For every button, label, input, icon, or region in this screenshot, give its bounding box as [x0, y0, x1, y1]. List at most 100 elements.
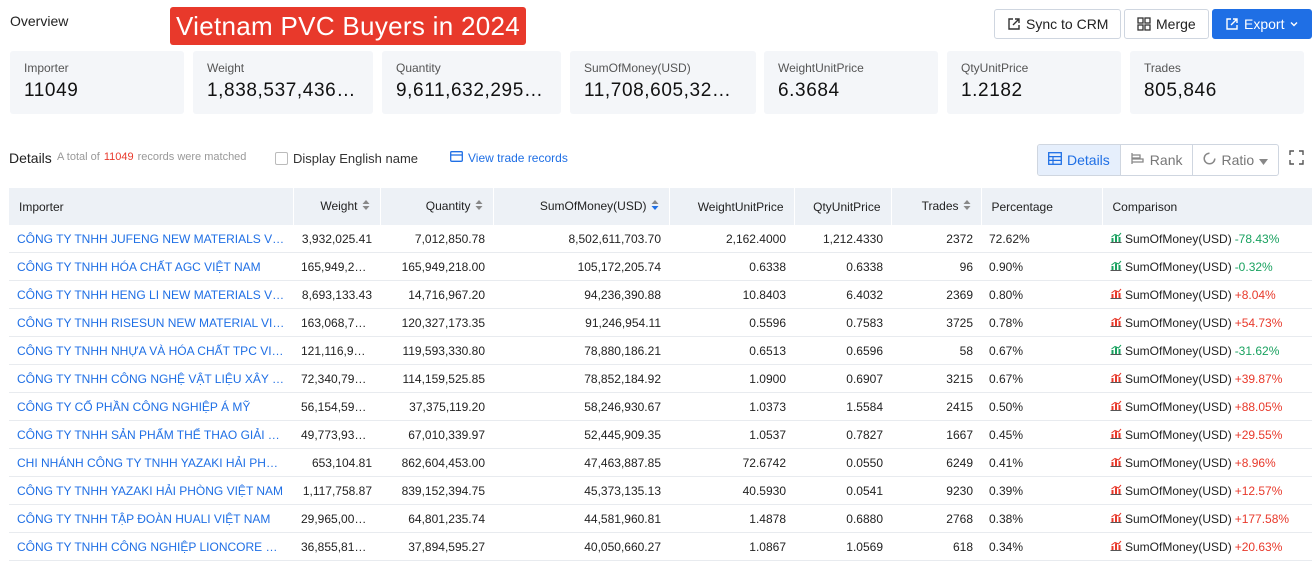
weight-cell: 1,117,758.87 — [293, 476, 380, 505]
table-row: CÔNG TY TNHH JUFENG NEW MATERIALS VIỆT N… — [9, 225, 1312, 253]
importer-cell[interactable]: CÔNG TY TNHH SẢN PHẨM THỂ THAO GIẢI TRÍ … — [9, 420, 293, 449]
comparison-cell: SumOfMoney(USD) -0.32% — [1102, 252, 1312, 281]
percentage-cell: 0.34% — [981, 532, 1102, 561]
trades-cell: 618 — [891, 532, 981, 561]
bar-chart-icon — [1110, 372, 1122, 386]
importer-cell[interactable]: CÔNG TY TNHH JUFENG NEW MATERIALS VIỆT N… — [9, 225, 293, 253]
comparison-cell: SumOfMoney(USD) -31.62% — [1102, 336, 1312, 365]
sum-of-money-cell: 40,050,660.27 — [493, 532, 669, 561]
col-header-trades[interactable]: Trades — [891, 188, 982, 225]
display-english-checkbox[interactable]: Display English name — [275, 151, 418, 166]
table-header-row: Importer Weight Quantity SumOfMoney(USD)… — [9, 188, 1313, 225]
comparison-change: +8.04% — [1234, 287, 1276, 302]
importer-cell[interactable]: CÔNG TY TNHH CÔNG NGHỆ VẬT LIỆU XÂY DỰNG… — [9, 364, 293, 393]
qty-unit-price-cell: 1.0569 — [794, 532, 891, 561]
percentage-cell: 0.80% — [981, 280, 1102, 309]
tab-ratio[interactable]: Ratio — [1192, 145, 1278, 175]
col-header-qty-unit-price[interactable]: QtyUnitPrice — [794, 188, 892, 225]
rank-icon — [1131, 152, 1145, 168]
export-button[interactable]: Export — [1212, 9, 1313, 39]
bar-chart-icon — [1110, 512, 1122, 526]
qty-unit-price-cell: 6.4032 — [794, 280, 891, 309]
fullscreen-icon[interactable] — [1289, 150, 1304, 170]
bar-chart-icon — [1110, 232, 1122, 246]
merge-button[interactable]: Merge — [1124, 9, 1209, 39]
comparison-cell: SumOfMoney(USD) +39.87% — [1102, 364, 1312, 393]
col-header-importer[interactable]: Importer — [9, 188, 294, 225]
sum-of-money-cell: 78,880,186.21 — [493, 336, 669, 365]
bar-chart-icon — [1110, 288, 1122, 302]
trades-cell: 6249 — [891, 448, 981, 477]
card-icon — [450, 151, 463, 165]
sort-icon[interactable] — [362, 199, 370, 214]
importer-cell[interactable]: CÔNG TY TNHH HÓA CHẤT AGC VIỆT NAM — [9, 252, 293, 281]
trades-cell: 3725 — [891, 308, 981, 337]
importer-cell[interactable]: CÔNG TY CỔ PHẦN CÔNG NGHIỆP Á MỸ — [9, 392, 293, 421]
checkbox-box[interactable] — [275, 152, 288, 165]
importer-cell[interactable]: CÔNG TY TNHH RISESUN NEW MATERIAL VIỆT N… — [9, 308, 293, 337]
sum-of-money-cell: 58,246,930.67 — [493, 392, 669, 421]
weight-unit-price-cell: 1.0373 — [669, 392, 794, 421]
importer-cell[interactable]: CÔNG TY TNHH HENG LI NEW MATERIALS VIỆT … — [9, 280, 293, 309]
tab-rank[interactable]: Rank — [1119, 145, 1193, 175]
importer-cell[interactable]: CÔNG TY TNHH CÔNG NGHIỆP LIONCORE VIỆT N… — [9, 532, 293, 561]
table-row: CHI NHÁNH CÔNG TY TNHH YAZAKI HẢI PHÒNG … — [9, 448, 1312, 477]
sort-desc-icon[interactable] — [651, 199, 659, 214]
comparison-change: +39.87% — [1234, 371, 1283, 386]
sum-of-money-cell: 44,581,960.81 — [493, 504, 669, 533]
weight-unit-price-cell: 0.6513 — [669, 336, 794, 365]
sync-icon — [1007, 17, 1021, 31]
quantity-cell: 7,012,850.78 — [380, 225, 493, 253]
weight-cell: 29,965,003.83 — [293, 504, 380, 533]
col-header-weight[interactable]: Weight — [293, 188, 381, 225]
comparison-cell: SumOfMoney(USD) +54.73% — [1102, 308, 1312, 337]
col-header-label: Trades — [921, 198, 959, 213]
qty-unit-price-cell: 0.6338 — [794, 252, 891, 281]
comparison-metric: SumOfMoney(USD) — [1125, 511, 1232, 526]
col-header-label: Comparison — [1112, 199, 1178, 214]
sum-of-money-cell: 47,463,887.85 — [493, 448, 669, 477]
bar-chart-icon — [1110, 484, 1122, 498]
stat-label: QtyUnitPrice — [961, 61, 1029, 75]
table-row: CÔNG TY TNHH HENG LI NEW MATERIALS VIỆT … — [9, 280, 1312, 309]
records-count: 11049 — [103, 151, 134, 163]
records-suffix: records were matched — [137, 151, 247, 163]
sum-of-money-cell: 91,246,954.11 — [493, 308, 669, 337]
sort-icon[interactable] — [475, 199, 483, 214]
details-toolbar: Details A total of 11049 records were matc… — [0, 142, 1316, 176]
comparison-change: +12.57% — [1234, 483, 1283, 498]
view-trade-records-link[interactable]: View trade records — [450, 151, 568, 165]
weight-unit-price-cell: 10.8403 — [669, 280, 794, 309]
records-prefix: A total of — [57, 151, 100, 163]
sync-to-crm-button[interactable]: Sync to CRM — [994, 9, 1122, 39]
comparison-metric: SumOfMoney(USD) — [1125, 427, 1232, 442]
quantity-cell: 862,604,453.00 — [380, 448, 493, 477]
stat-label: WeightUnitPrice — [778, 61, 864, 75]
importer-cell[interactable]: CÔNG TY TNHH YAZAKI HẢI PHÒNG VIỆT NAM — [9, 476, 293, 505]
comparison-cell: SumOfMoney(USD) +29.55% — [1102, 420, 1312, 449]
comparison-metric: SumOfMoney(USD) — [1125, 371, 1232, 386]
comparison-metric: SumOfMoney(USD) — [1125, 259, 1232, 274]
col-header-sum-of-money[interactable]: SumOfMoney(USD) — [493, 188, 670, 225]
col-header-quantity[interactable]: Quantity — [380, 188, 494, 225]
comparison-change: +88.05% — [1234, 399, 1283, 414]
col-header-percentage[interactable]: Percentage — [981, 188, 1103, 225]
comparison-cell: SumOfMoney(USD) +20.63% — [1102, 532, 1312, 561]
importer-cell[interactable]: CÔNG TY TNHH NHỰA VÀ HÓA CHẤT TPC VINA — [9, 336, 293, 365]
col-header-comparison[interactable]: Comparison — [1102, 188, 1313, 225]
col-header-weight-unit-price[interactable]: WeightUnitPrice — [669, 188, 795, 225]
col-header-label: QtyUnitPrice — [813, 199, 881, 214]
quantity-cell: 67,010,339.97 — [380, 420, 493, 449]
weight-unit-price-cell: 0.6338 — [669, 252, 794, 281]
trades-cell: 9230 — [891, 476, 981, 505]
importer-cell[interactable]: CHI NHÁNH CÔNG TY TNHH YAZAKI HẢI PHÒNG … — [9, 448, 293, 477]
sort-icon[interactable] — [963, 199, 971, 214]
stat-value: 11049 — [24, 80, 79, 101]
trades-cell: 2372 — [891, 225, 981, 253]
overview-title: Overview — [10, 13, 69, 29]
tab-details[interactable]: Details — [1038, 145, 1120, 175]
table-row: CÔNG TY TNHH CÔNG NGHỆ VẬT LIỆU XÂY DỰNG… — [9, 364, 1312, 393]
trades-cell: 3215 — [891, 364, 981, 393]
importer-cell[interactable]: CÔNG TY TNHH TẬP ĐOÀN HUALI VIỆT NAM — [9, 504, 293, 533]
col-header-label: Percentage — [991, 199, 1053, 214]
